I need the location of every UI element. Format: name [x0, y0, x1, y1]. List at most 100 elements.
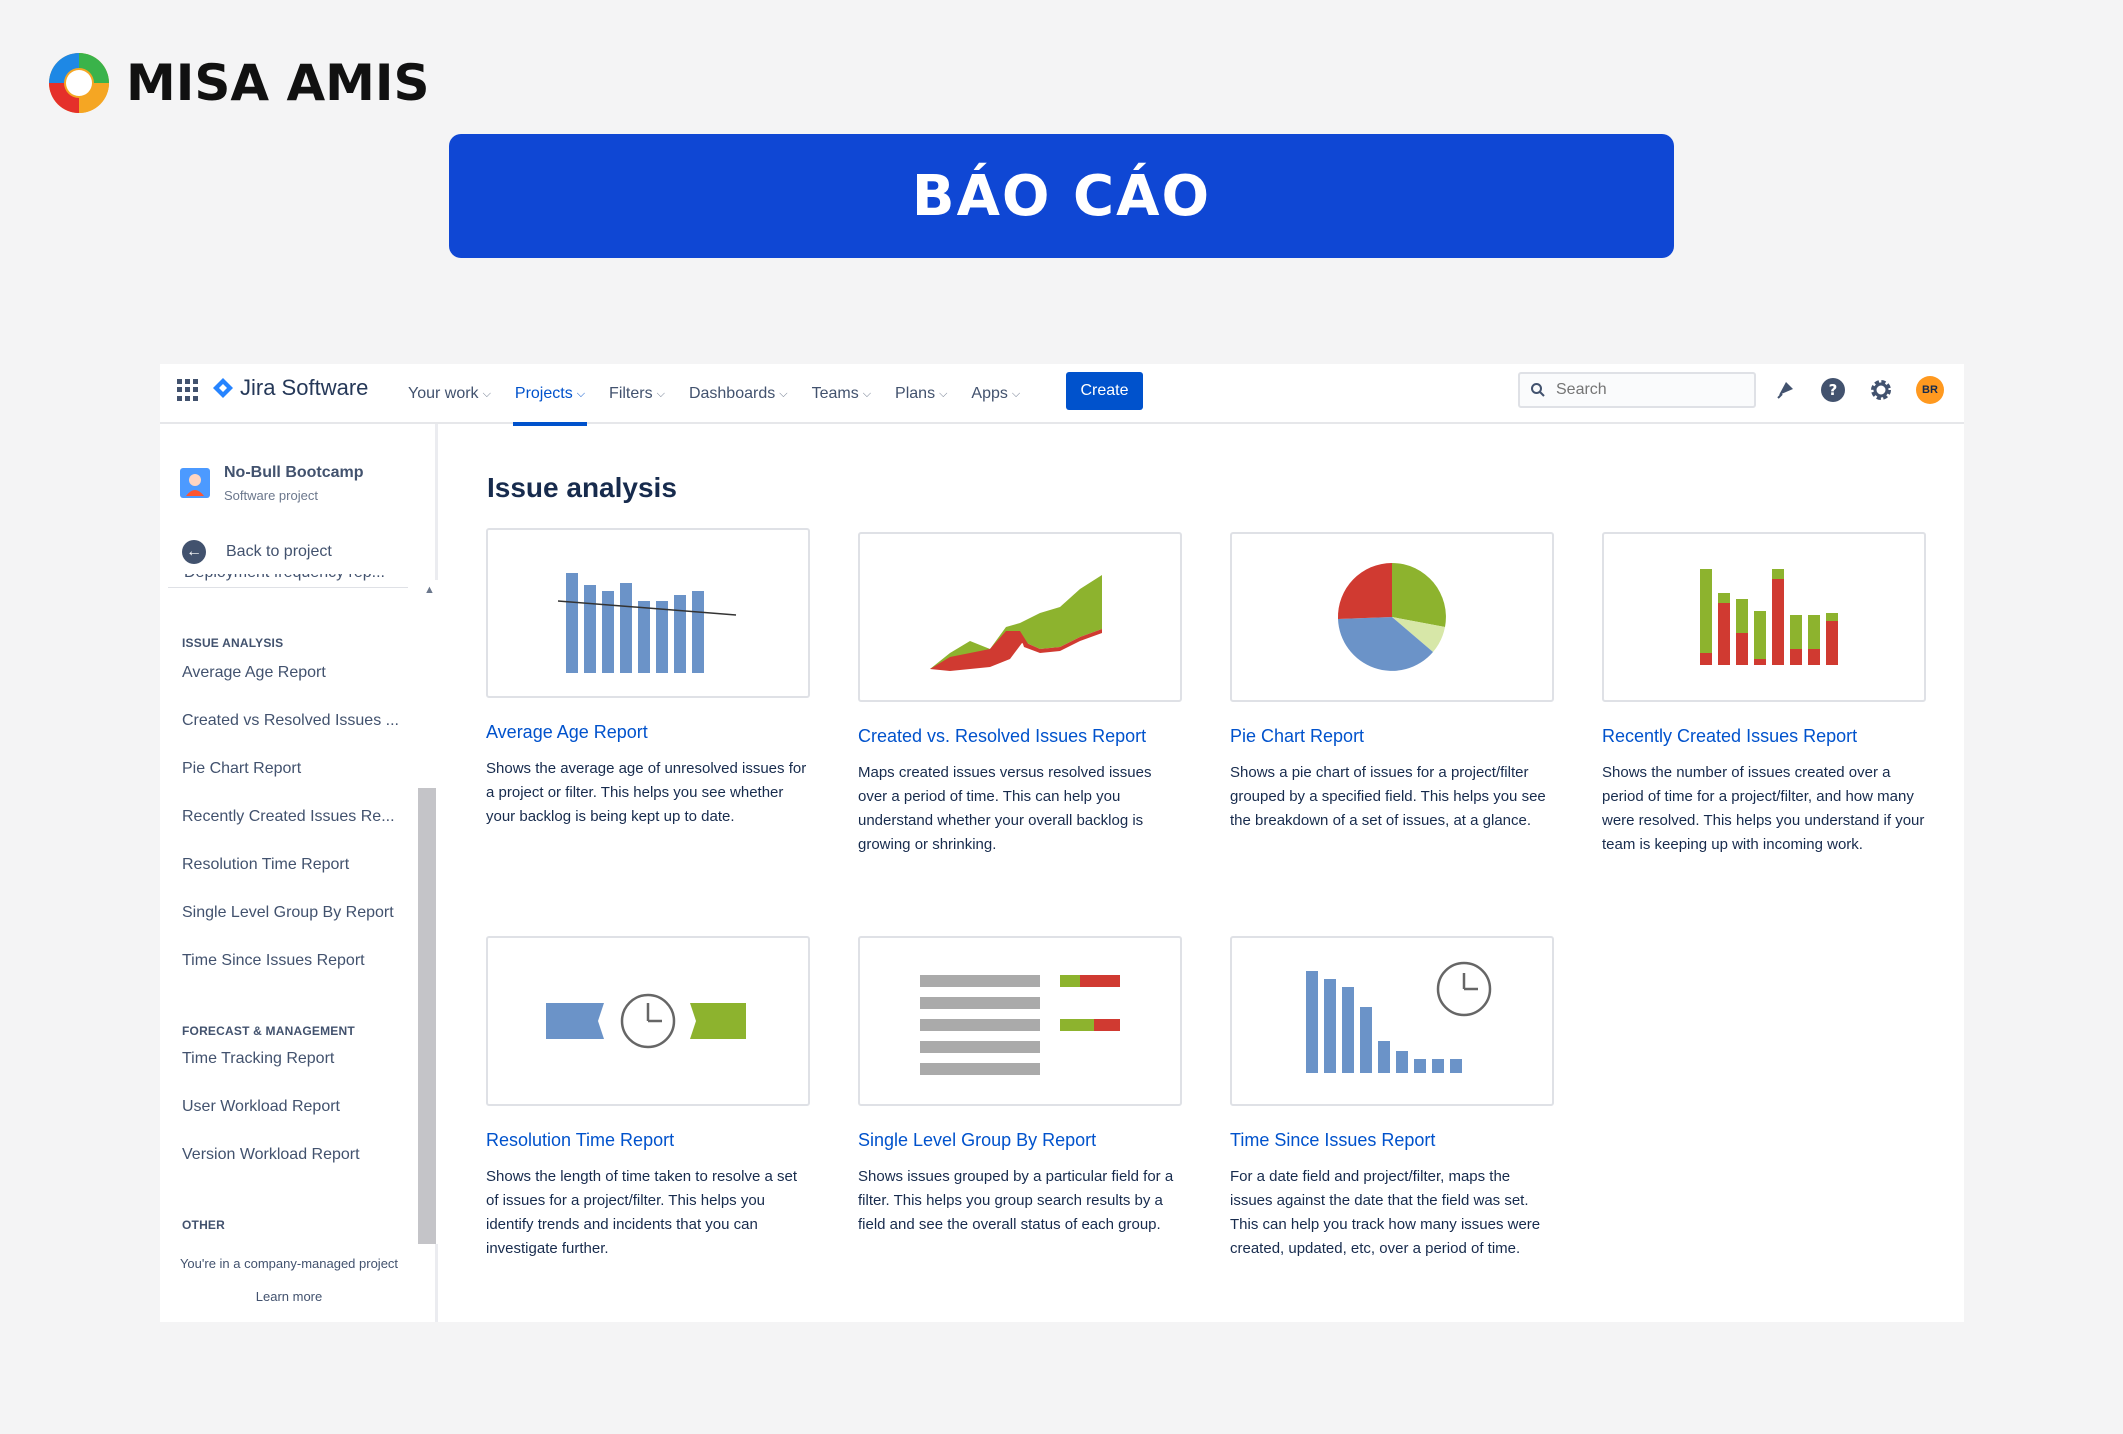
- settings-icon[interactable]: [1866, 375, 1896, 405]
- group-by-thumbnail[interactable]: [858, 936, 1182, 1106]
- card-title[interactable]: Created vs. Resolved Issues Report: [858, 726, 1147, 746]
- sidebar-item-pie-chart[interactable]: Pie Chart Report: [182, 760, 302, 777]
- jira-app-name[interactable]: Jira Software: [240, 375, 369, 400]
- sidebar-item-time-since-issues[interactable]: Time Since Issues Report: [182, 952, 365, 969]
- page-title: Issue analysis: [487, 472, 677, 503]
- nav-label: Your work: [408, 385, 479, 402]
- project-name[interactable]: No-Bull Bootcamp: [224, 464, 364, 481]
- notifications-icon[interactable]: [1771, 375, 1801, 405]
- grouped-list-icon: [920, 975, 1120, 1075]
- chevron-down-icon: ⌵: [576, 387, 586, 400]
- nav-label: Teams: [811, 385, 859, 402]
- area-chart-icon: [930, 575, 1102, 671]
- card-description: Shows the average age of unresolved issu…: [486, 760, 807, 825]
- back-to-project-link[interactable]: ← Back to project: [182, 540, 332, 564]
- back-label: Back to project: [226, 543, 332, 560]
- nav-plans[interactable]: Plans ⌵: [895, 364, 947, 424]
- sidebar-item-single-level-group-by[interactable]: Single Level Group By Report: [182, 904, 394, 921]
- section-heading-other: OTHER: [182, 1218, 225, 1232]
- search-icon: [1531, 383, 1545, 397]
- nav-filters[interactable]: Filters ⌵: [609, 364, 665, 424]
- report-card-resolution-time[interactable]: Resolution Time Report Shows the length …: [486, 936, 810, 1261]
- top-navigation: Jira Software Your work ⌵ Projects ⌵ Filte…: [160, 364, 1964, 426]
- card-title[interactable]: Pie Chart Report: [1230, 726, 1365, 746]
- average-age-thumbnail[interactable]: [486, 528, 810, 698]
- pie-chart-icon: [1337, 563, 1446, 671]
- create-button[interactable]: Create: [1066, 372, 1143, 410]
- learn-more-link[interactable]: Learn more: [255, 1289, 323, 1304]
- bar-chart-icon: [557, 573, 737, 673]
- chevron-down-icon: ⌵: [482, 387, 491, 400]
- nav-dashboards[interactable]: Dashboards ⌵: [689, 364, 788, 424]
- report-card-average-age[interactable]: Average Age Report Shows the average age…: [486, 528, 810, 829]
- misa-logo-icon: [49, 53, 109, 113]
- nav-label: Apps: [971, 385, 1008, 402]
- company-managed-note: You're in a company-managed project: [179, 1256, 399, 1271]
- nav-your-work[interactable]: Your work ⌵: [408, 364, 491, 424]
- report-card-pie-chart[interactable]: Pie Chart Report Shows a pie chart of is…: [1230, 532, 1554, 833]
- search-box[interactable]: [1518, 372, 1756, 408]
- nav-teams[interactable]: Teams ⌵: [812, 364, 871, 424]
- arrow-left-icon: ←: [182, 540, 206, 564]
- report-card-time-since-issues[interactable]: Time Since Issues Report For a date fiel…: [1230, 936, 1554, 1261]
- user-avatar[interactable]: BR: [1916, 376, 1944, 404]
- sidebar-item-created-vs-resolved[interactable]: Created vs Resolved Issues ...: [182, 712, 399, 729]
- svg-text:?: ?: [1829, 381, 1838, 399]
- sidebar-item-version-workload[interactable]: Version Workload Report: [182, 1146, 360, 1163]
- card-title[interactable]: Average Age Report: [486, 722, 648, 742]
- sidebar-item-resolution-time[interactable]: Resolution Time Report: [182, 856, 350, 873]
- card-title[interactable]: Single Level Group By Report: [858, 1130, 1097, 1150]
- clock-timeline-icon: [546, 993, 746, 1049]
- brand-name: MISA AMIS: [126, 54, 430, 112]
- nav-apps[interactable]: Apps ⌵: [971, 364, 1020, 424]
- card-description: Shows the number of issues created over …: [1602, 764, 1925, 853]
- card-description: For a date field and project/filter, map…: [1230, 1168, 1541, 1257]
- jira-logo-icon[interactable]: [212, 377, 234, 399]
- created-vs-resolved-thumbnail[interactable]: [858, 532, 1182, 702]
- project-avatar: [180, 468, 210, 498]
- sidebar-item-time-tracking[interactable]: Time Tracking Report: [182, 1050, 335, 1067]
- chevron-down-icon: ⌵: [862, 387, 872, 400]
- report-card-recently-created[interactable]: Recently Created Issues Report Shows the…: [1602, 532, 1926, 857]
- section-heading-forecast: FORECAST & MANAGEMENT: [182, 1024, 355, 1038]
- stacked-bar-icon: [1700, 569, 1838, 665]
- search-input[interactable]: [1556, 381, 1746, 399]
- nav-label: Plans: [895, 385, 936, 402]
- card-description: Shows a pie chart of issues for a projec…: [1230, 764, 1546, 829]
- resolution-time-thumbnail[interactable]: [486, 936, 810, 1106]
- brand: MISA AMIS: [46, 50, 430, 116]
- chevron-down-icon: ⌵: [1011, 387, 1021, 400]
- chevron-down-icon: ⌵: [939, 387, 948, 400]
- card-title[interactable]: Resolution Time Report: [486, 1130, 675, 1150]
- chevron-down-icon: ⌵: [779, 387, 788, 400]
- card-title[interactable]: Time Since Issues Report: [1230, 1130, 1436, 1150]
- scroll-up-icon[interactable]: ▲: [424, 584, 435, 596]
- time-since-thumbnail[interactable]: [1230, 936, 1554, 1106]
- report-card-created-vs-resolved[interactable]: Created vs. Resolved Issues Report Maps …: [858, 532, 1182, 857]
- banner: BÁO CÁO: [449, 134, 1674, 258]
- nav-label: Dashboards: [688, 385, 776, 402]
- recently-created-thumbnail[interactable]: [1602, 532, 1926, 702]
- report-card-single-level-group-by[interactable]: Single Level Group By Report Shows issue…: [858, 936, 1182, 1237]
- section-heading-issue-analysis: ISSUE ANALYSIS: [182, 636, 284, 650]
- sidebar-item-recently-created[interactable]: Recently Created Issues Re...: [182, 808, 395, 825]
- sidebar-item-label: Deployment frequency rep...: [184, 574, 385, 582]
- sidebar: No-Bull Bootcamp Software project ← Back…: [160, 424, 438, 1322]
- sidebar-item-average-age[interactable]: Average Age Report: [182, 664, 326, 681]
- pie-chart-thumbnail[interactable]: [1230, 532, 1554, 702]
- bar-clock-icon: [1306, 961, 1492, 1073]
- scrollbar-thumb[interactable]: [418, 788, 436, 1244]
- help-icon[interactable]: ?: [1818, 375, 1848, 405]
- card-description: Shows the length of time taken to resolv…: [486, 1168, 798, 1257]
- nav-label: Filters: [609, 385, 653, 402]
- nav-menu: Your work ⌵ Projects ⌵ Filters ⌵ Dashboards…: [408, 364, 1044, 426]
- card-title[interactable]: Recently Created Issues Report: [1602, 726, 1858, 746]
- nav-projects[interactable]: Projects ⌵: [512, 364, 588, 426]
- sidebar-item-user-workload[interactable]: User Workload Report: [182, 1098, 340, 1115]
- sidebar-item-deployment-frequency[interactable]: Deployment frequency rep...: [168, 574, 408, 588]
- app-switcher-icon[interactable]: [177, 379, 199, 401]
- card-description: Shows issues grouped by a particular fie…: [858, 1168, 1174, 1233]
- nav-label: Projects: [514, 385, 573, 402]
- jira-window: Jira Software Your work ⌵ Projects ⌵ Filte…: [160, 364, 1964, 1322]
- card-description: Maps created issues versus resolved issu…: [858, 764, 1152, 853]
